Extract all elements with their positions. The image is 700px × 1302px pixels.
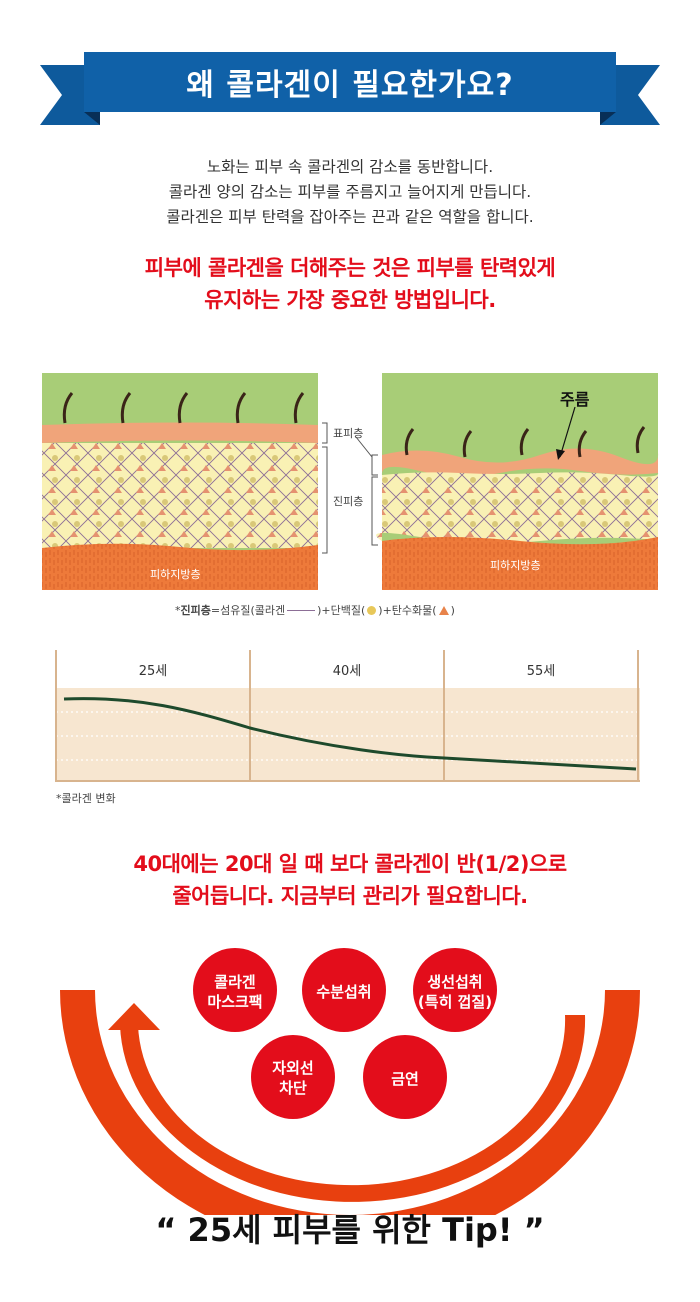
tip-bubble-water: 수분섭취 (302, 948, 386, 1032)
collagen-line-icon (287, 609, 316, 611)
tip-bubble-collagen-mask: 콜라겐 마스크팩 (193, 948, 277, 1032)
legend-carb: )+탄수화물( (378, 604, 437, 617)
legend-dermis: 진피층 (180, 604, 211, 617)
emphasis2-line-2: 줄어듭니다. 지금부터 관리가 필요합니다. (172, 884, 528, 908)
wrinkle-label: 주름 (560, 390, 590, 409)
tip-bubble-fish: 생선섭취 (특히 껍질) (413, 948, 497, 1032)
tip-4-line-2: 차단 (279, 1079, 307, 1097)
emphasis2-line-1: 40대에는 20대 일 때 보다 콜라겐이 반(1/2)으로 (133, 852, 567, 876)
age-label-25: 25세 (138, 664, 168, 679)
young-skin-panel (42, 373, 318, 590)
intro-line-1: 노화는 피부 속 콜라겐의 감소를 동반합니다. (206, 158, 494, 176)
tip-3-line-2: (특히 껍질) (418, 993, 492, 1011)
subcutaneous-label-right: 피하지방층 (490, 558, 541, 572)
age-label-40: 40세 (332, 664, 362, 679)
skin-legend: * 진피층 =섬유질(콜라겐 )+단백질( )+탄수화물( ) (175, 602, 455, 618)
tip-1-line-2: 마스크팩 (207, 993, 262, 1011)
emphasis-line-1: 피부에 콜라겐을 더해주는 것은 피부를 탄력있게 (144, 256, 556, 280)
tip-1-line-1: 콜라겐 (214, 973, 255, 991)
aged-skin-panel (376, 373, 659, 590)
skin-diagram: 표피층 진피층 피하지방층 피하지방층 주름 (42, 373, 659, 590)
banner-title: 왜 콜라겐이 필요한가요? (186, 68, 514, 103)
tip-3-line-1: 생선섭취 (427, 973, 482, 991)
tip-4-line-1: 자외선 (272, 1059, 313, 1077)
legend-fiber: =섬유질(콜라겐 (210, 604, 286, 617)
tip-2-line-1: 수분섭취 (316, 983, 371, 1001)
tips-footer: “ 25세 피부를 위한 Tip! ” (155, 1211, 545, 1249)
intro-line-2: 콜라겐 양의 감소는 피부를 주름지고 늘어지게 만듭니다. (168, 183, 532, 201)
epidermis-label: 표피층 (333, 427, 363, 440)
tips-graphic: 콜라겐 마스크팩 수분섭취 생선섭취 (특히 껍질) 자외선 차단 금연 (60, 948, 640, 1215)
legend-protein: )+단백질( (317, 604, 366, 617)
chart-caption: *콜라겐 변화 (56, 792, 116, 805)
emphasis-line-2: 유지하는 가장 중요한 방법입니다. (204, 288, 496, 312)
banner-graphic (40, 52, 660, 125)
collagen-change-chart (55, 650, 640, 782)
age-label-55: 55세 (526, 664, 556, 679)
tip-bubble-no-smoking: 금연 (363, 1035, 447, 1119)
carb-triangle-icon (438, 605, 449, 615)
intro-line-3: 콜라겐은 피부 탄력을 잡아주는 끈과 같은 역할을 합니다. (166, 208, 534, 226)
tip-5-line-1: 금연 (391, 1070, 419, 1088)
tip-bubble-uv: 자외선 차단 (251, 1035, 335, 1119)
legend-prefix: * (175, 603, 181, 617)
dermis-label: 진피층 (333, 495, 363, 508)
subcutaneous-label-left: 피하지방층 (150, 567, 201, 581)
legend-end: ) (450, 603, 455, 617)
protein-dot-icon (367, 605, 377, 615)
collagen-curve (63, 697, 637, 771)
